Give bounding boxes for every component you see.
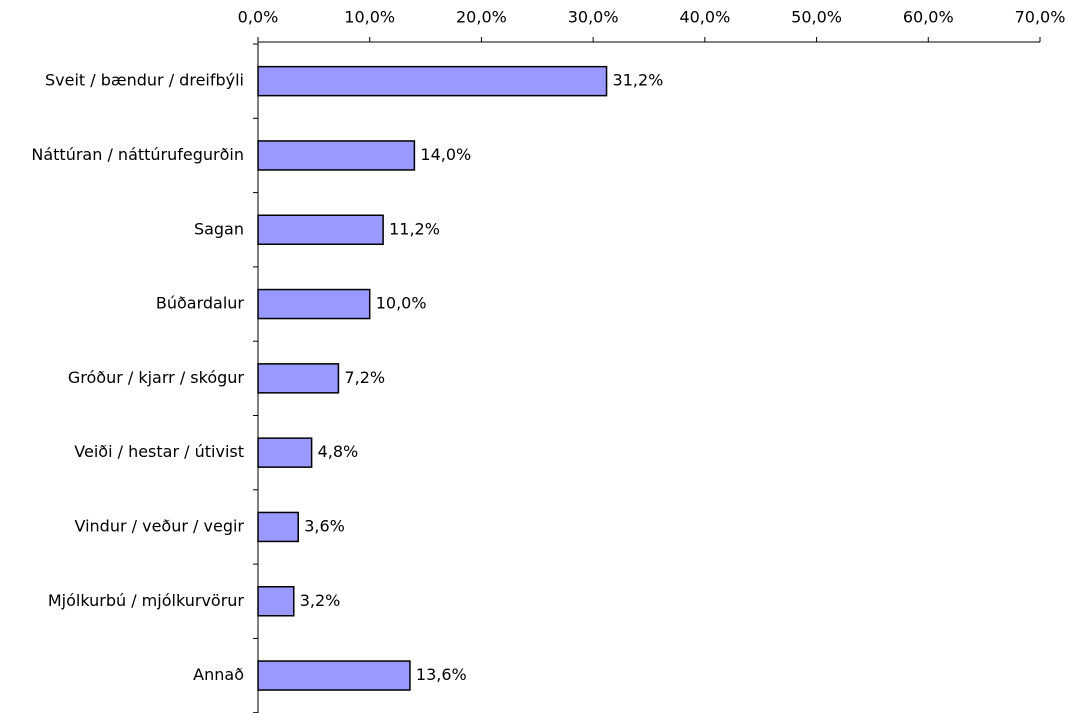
x-tick-label: 10,0% <box>344 8 395 27</box>
value-label: 31,2% <box>613 71 664 90</box>
x-tick-label: 0,0% <box>238 8 279 27</box>
y-tick-label: Náttúran / náttúrufegurðin <box>31 145 244 164</box>
bar <box>257 288 371 320</box>
value-label: 3,6% <box>304 516 345 535</box>
value-label: 14,0% <box>420 145 471 164</box>
value-label: 10,0% <box>376 294 427 313</box>
x-tick-label: 20,0% <box>456 8 507 27</box>
y-tick-label: Sveit / bændur / dreifbýli <box>45 71 244 90</box>
y-tick-label: Mjólkurbú / mjólkurvörur <box>48 591 245 610</box>
bar <box>257 214 384 245</box>
y-tick-label: Annað <box>193 665 244 684</box>
value-label: 3,2% <box>300 591 341 610</box>
y-tick-label: Veiði / hestar / útivist <box>74 442 244 461</box>
value-label: 7,2% <box>344 368 385 387</box>
y-tick-label: Gróður / kjarr / skógur <box>68 368 245 387</box>
y-tick-label: Búðardalur <box>156 294 245 313</box>
bar <box>257 660 411 691</box>
bar <box>257 363 340 394</box>
bar <box>257 65 608 97</box>
value-label: 4,8% <box>318 442 359 461</box>
bar <box>257 437 313 468</box>
x-tick-label: 40,0% <box>679 8 730 27</box>
y-tick-label: Sagan <box>194 219 244 238</box>
bar <box>257 140 416 171</box>
x-tick-label: 30,0% <box>568 8 619 27</box>
value-label: 11,2% <box>389 219 440 238</box>
value-label: 13,6% <box>416 665 467 684</box>
x-tick-label: 50,0% <box>791 8 842 27</box>
bar <box>257 586 295 617</box>
bar <box>257 511 299 543</box>
x-tick-label: 60,0% <box>903 8 954 27</box>
x-tick-label: 70,0% <box>1015 8 1066 27</box>
y-tick-label: Vindur / veður / vegir <box>75 516 245 535</box>
